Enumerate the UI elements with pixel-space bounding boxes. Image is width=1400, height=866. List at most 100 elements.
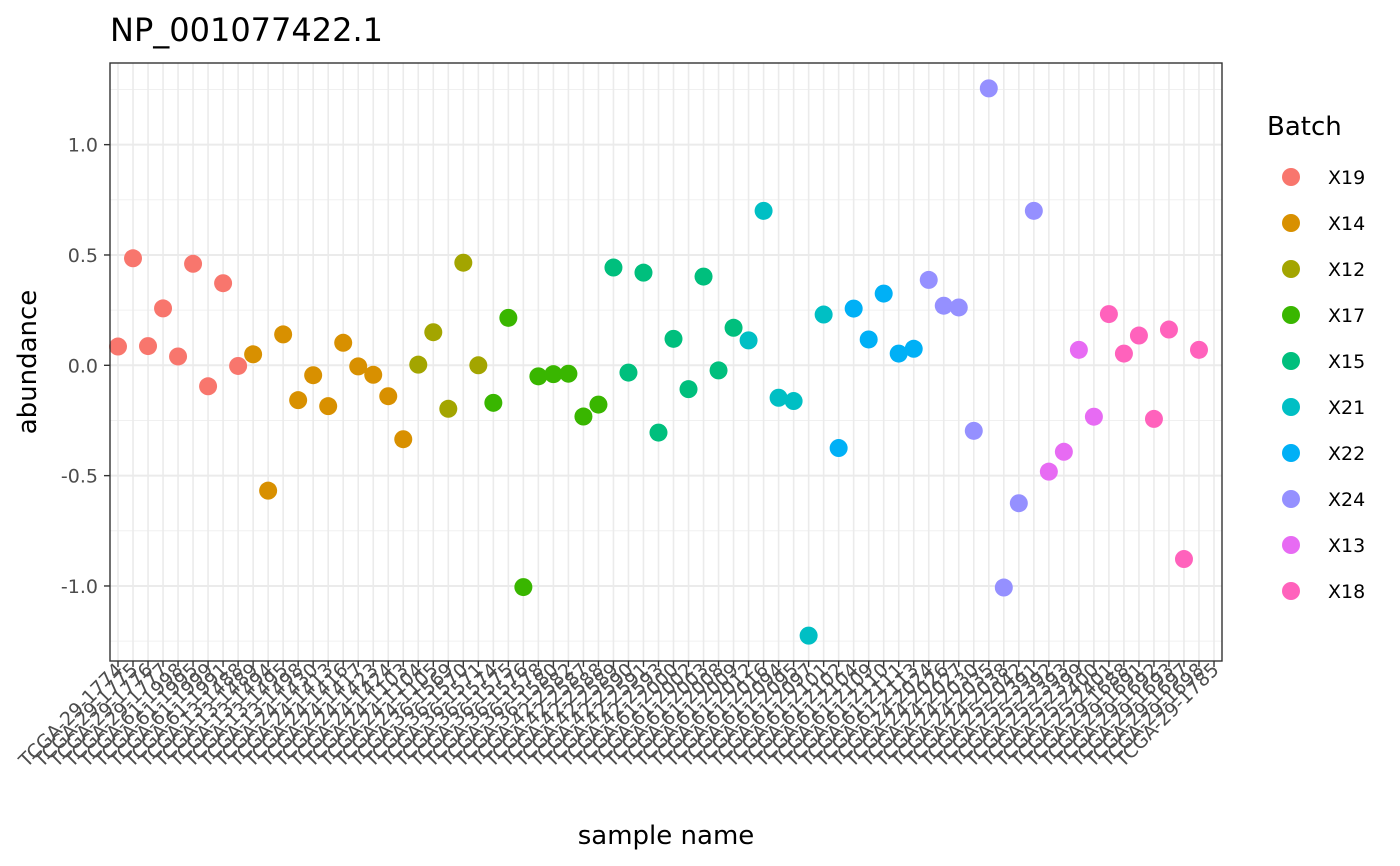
x-axis-title: sample name [578,821,755,851]
data-point [109,337,127,356]
data-point [664,329,683,348]
chart-title: NP_001077422.1 [110,11,383,49]
data-point [1144,409,1163,428]
data-point [409,355,428,374]
legend-key [1282,536,1300,554]
data-point [934,296,953,315]
data-point [919,270,938,289]
data-point [319,397,338,416]
legend-key [1282,490,1300,508]
data-point [1189,340,1208,359]
legend-label: X19 [1328,167,1365,189]
data-point [229,356,248,375]
data-point [784,392,803,411]
data-point [1039,462,1058,481]
y-tick-label: 0.5 [68,245,98,267]
data-point [874,284,893,303]
data-point [184,254,203,273]
x-axis: TCGA-29-1774TCGA-29-1775TCGA-29-1776TCGA… [14,659,1223,772]
data-point [559,364,578,383]
data-point [514,578,533,597]
data-point [289,391,308,410]
data-point [274,325,293,344]
data-point [739,331,758,350]
data-point [949,298,968,317]
minor-gridlines [110,88,1222,642]
data-point [694,267,713,286]
legend-label: X15 [1328,351,1365,373]
data-point [379,387,398,406]
legend-key [1282,444,1300,462]
legend-label: X13 [1328,535,1365,557]
plot-panel [110,63,1222,661]
legend-key [1282,582,1300,600]
legend-label: X14 [1328,213,1365,235]
legend-label: X17 [1328,305,1365,327]
data-point [544,365,563,384]
data-point [1084,407,1103,426]
data-point [814,305,833,324]
data-point [259,481,278,500]
data-point [724,318,743,337]
major-gridlines [110,63,1222,661]
data-point [679,380,698,399]
data-point [904,339,923,358]
data-point [139,337,158,356]
data-point [1009,494,1028,513]
legend: Batch X19 X14 X12 X17 X15 X21 X22 X24 X13 X18 [1267,112,1365,603]
data-point [484,393,503,412]
data-point [1054,442,1073,461]
y-tick-label: 1.0 [68,135,98,157]
legend-key [1282,398,1300,416]
data-point [1069,340,1088,359]
data-point [394,430,413,449]
y-tick-label: -1.0 [61,576,98,598]
y-axis: -1.0 -0.5 0.0 0.5 1.0 [61,135,110,598]
data-point [589,395,608,414]
legend-key [1282,214,1300,232]
data-point [214,274,233,293]
legend-label: X21 [1328,397,1365,419]
plot-border [109,62,1223,662]
y-axis-title: abundance [13,290,43,435]
data-point [994,578,1013,597]
legend-label: X18 [1328,581,1365,603]
data-point [1099,305,1118,324]
data-point [499,308,518,327]
data-point [769,388,788,407]
legend-label: X22 [1328,443,1365,465]
data-point [124,249,143,268]
legend-label: X24 [1328,489,1365,511]
data-point [709,361,728,380]
data-point [1159,320,1178,339]
legend-title: Batch [1267,112,1342,142]
data-point [634,263,653,282]
data-point [349,357,368,376]
legend-key [1282,352,1300,370]
data-point [889,344,908,363]
data-point [424,323,443,342]
data-point [439,399,458,418]
legend-key [1282,260,1300,278]
data-point [244,345,263,364]
legend-key [1282,306,1300,324]
y-tick-label: -0.5 [61,466,98,488]
data-point [754,201,773,220]
data-point [334,333,353,352]
data-point [619,363,638,382]
data-point [979,79,998,98]
data-point [1129,326,1148,345]
data-point [604,258,623,277]
y-tick-label: 0.0 [68,355,98,377]
data-point [469,356,488,375]
data-point [169,347,188,366]
data-point [1024,201,1043,220]
data-point [1114,344,1133,363]
data-point [199,377,218,396]
data-point [529,367,548,386]
data-point [304,366,323,385]
data-point [964,421,983,440]
data-points [109,79,1208,645]
data-point [154,299,173,318]
